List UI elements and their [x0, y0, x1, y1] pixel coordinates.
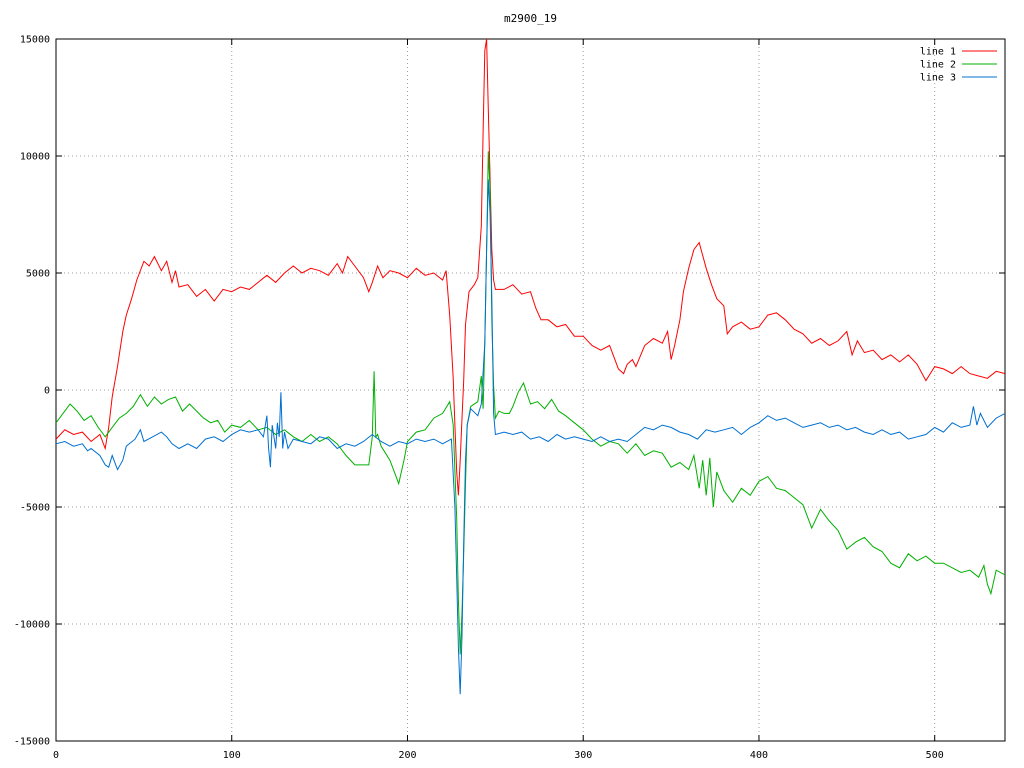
legend-label: line 3 — [920, 73, 956, 84]
x-tick-label: 100 — [223, 750, 241, 761]
y-tick-label: 10000 — [20, 152, 50, 163]
x-tick-label: 400 — [750, 750, 768, 761]
legend-label: line 1 — [920, 47, 956, 58]
y-tick-label: -5000 — [20, 503, 50, 514]
plot-frame — [55, 38, 1006, 742]
series-lines — [55, 38, 1006, 695]
axis-ticks: 0 100 200 300 400 500 -15000 -10000 -5000 0 5000 10… — [14, 35, 1005, 761]
x-tick-label: 200 — [398, 750, 416, 761]
x-tick-label: 0 — [53, 750, 59, 761]
y-tick-label: -10000 — [14, 620, 50, 631]
x-tick-label: 300 — [574, 750, 592, 761]
series-line-3 — [55, 179, 1006, 695]
series-line-2 — [55, 151, 1006, 655]
chart-title: m2900_19 — [504, 12, 557, 25]
legend: line 1 line 2 line 3 — [920, 47, 997, 84]
y-tick-label: 5000 — [26, 269, 50, 280]
y-tick-label: -15000 — [14, 737, 50, 748]
y-tick-label: 0 — [44, 386, 50, 397]
series-line-1 — [55, 38, 1006, 496]
x-tick-label: 500 — [926, 750, 944, 761]
grid-lines — [56, 39, 1005, 741]
y-tick-label: 15000 — [20, 35, 50, 46]
legend-label: line 2 — [920, 60, 956, 71]
